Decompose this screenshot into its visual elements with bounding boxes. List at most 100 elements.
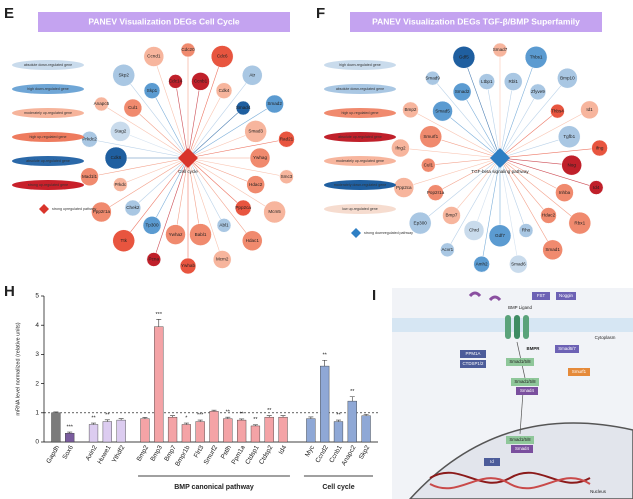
- box: [555, 345, 579, 353]
- bar: [88, 424, 99, 443]
- edge: [499, 157, 519, 265]
- error-bar: [197, 419, 203, 422]
- edge: [410, 109, 501, 159]
- legend-label: strong upregulated pathway: [52, 207, 97, 211]
- node: [529, 83, 547, 101]
- box: [484, 458, 500, 466]
- node: [142, 216, 162, 235]
- node-label: Skp2: [118, 72, 129, 77]
- edge: [151, 90, 189, 159]
- node: [235, 100, 251, 116]
- receptor: [514, 315, 520, 339]
- legend-label: absolute down-regulated gene: [336, 87, 384, 91]
- legend-swatch: [12, 108, 84, 118]
- pathway-diagram: FST Noggin BMP Ligand Cytoplasm BMPR PPM…: [372, 287, 633, 499]
- node: [146, 252, 162, 267]
- node: [278, 130, 295, 148]
- edge: [499, 57, 537, 159]
- bar: [250, 425, 261, 443]
- node-label: Pop2r1a: [427, 190, 445, 195]
- node-label: Stag2: [114, 129, 126, 134]
- edge: [187, 157, 256, 185]
- error-bar: [142, 417, 148, 419]
- box: [556, 292, 576, 300]
- node: [421, 157, 436, 173]
- legend-swatch: [324, 132, 396, 142]
- label: Nucleus: [590, 489, 607, 494]
- edge: [89, 138, 189, 159]
- node: [279, 169, 294, 185]
- label: PPM1A: [466, 351, 481, 356]
- bar: [347, 400, 357, 443]
- box: [568, 368, 590, 376]
- node-label: Smad6: [511, 261, 526, 266]
- legend-label: high down-regulated gene: [27, 87, 69, 91]
- edge: [175, 157, 189, 235]
- edge: [187, 157, 225, 226]
- node-label: Ppp2ca: [235, 205, 251, 210]
- node-label: Cdk6: [111, 155, 122, 160]
- node: [568, 211, 592, 235]
- node-label: Ccnb1: [194, 79, 208, 84]
- node-label: Hdac2: [249, 182, 263, 187]
- edge: [499, 157, 565, 193]
- node-label: Zfyve9: [531, 89, 545, 94]
- edge: [486, 81, 501, 159]
- bar: [264, 416, 274, 443]
- y-tick-label: 1: [35, 410, 39, 417]
- label: Smad6/7: [558, 346, 576, 351]
- legend-label: absolute up-regulated gene: [26, 159, 70, 163]
- edge: [89, 157, 189, 178]
- edge: [187, 157, 223, 260]
- edge: [120, 131, 189, 159]
- node: [112, 64, 135, 87]
- node-label: Ywhag: [253, 155, 267, 160]
- legend-label: moderately up-regulated gene: [336, 159, 384, 163]
- node: [249, 147, 271, 169]
- node: [124, 199, 142, 217]
- node: [509, 254, 528, 274]
- node-label: Ppp2ca: [396, 185, 412, 190]
- legend-label: absolute down-regulated gene: [24, 63, 72, 67]
- node: [561, 154, 582, 176]
- ligand: [488, 295, 502, 302]
- error-bar: [335, 419, 341, 422]
- node-label: Cdc14: [169, 79, 183, 84]
- label: BMP Ligand: [508, 305, 532, 310]
- node: [442, 206, 461, 225]
- center-label: Cell cycle: [178, 169, 198, 174]
- legend-diamond: [351, 228, 361, 238]
- edge: [447, 157, 501, 250]
- edge: [123, 75, 189, 159]
- edge: [175, 81, 189, 159]
- node: [540, 207, 557, 224]
- label: Smad4: [520, 388, 534, 393]
- edge: [187, 157, 287, 178]
- edge: [430, 136, 501, 159]
- label: Smad1/5/8: [509, 437, 531, 442]
- y-axis-label: mRNA level normalized (relative units): [15, 322, 21, 415]
- error-bar: [156, 319, 162, 327]
- edge: [499, 77, 568, 159]
- error-bar: [67, 431, 73, 434]
- nucleus: [408, 422, 633, 499]
- node: [503, 72, 523, 91]
- label: Smad1/5/8: [509, 359, 531, 364]
- edge: [132, 107, 189, 159]
- error-bar: [225, 416, 231, 419]
- panel-letter: E: [4, 5, 14, 22]
- label: FST: [537, 293, 546, 298]
- edge: [403, 157, 501, 188]
- edge: [461, 91, 501, 159]
- node: [244, 120, 267, 143]
- dna: [429, 477, 591, 490]
- node: [555, 183, 574, 202]
- node: [419, 125, 442, 148]
- edge: [101, 157, 189, 213]
- node: [524, 46, 548, 69]
- error-bar: [170, 415, 176, 418]
- node-label: Cdc6: [217, 54, 228, 59]
- edge: [132, 157, 189, 209]
- node-label: Smad3: [248, 129, 263, 134]
